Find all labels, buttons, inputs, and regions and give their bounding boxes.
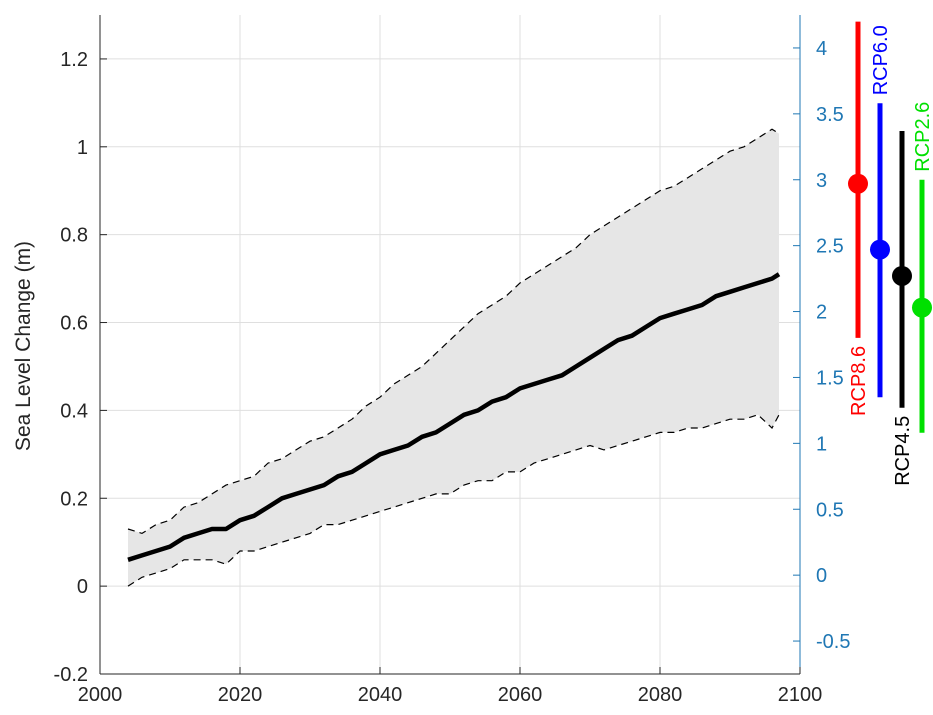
y2-tick-label: 0.5 [816, 499, 844, 521]
scenario-label-rcp8-6: RCP8.6 [848, 346, 870, 416]
x-tick-label: 2080 [638, 684, 683, 706]
y2-tick-label: 1.5 [816, 367, 844, 389]
x-tick-label: 2020 [218, 684, 263, 706]
y-tick-labels: -0.2 0 0.2 0.4 0.6 0.8 1 1.2 [54, 49, 88, 686]
scenario-bars: RCP8.6 RCP6.0 RCP4.5 RCP2.6 [848, 21, 933, 486]
y2-tick-label: -0.5 [816, 631, 850, 653]
y-tick-label: 1 [77, 137, 88, 159]
lower-bound-dashed-line [127, 414, 780, 587]
y2-tick-label: 2 [816, 302, 827, 324]
y-tick-label: 1.2 [60, 49, 88, 71]
y2-tick-label: 4 [816, 38, 827, 60]
y2-tick-label: 2.5 [816, 236, 844, 258]
y-tick-label: 0.4 [60, 400, 88, 422]
y2-tick-label: 1 [816, 433, 827, 455]
scenario-median-rcp2-6 [912, 297, 932, 318]
scenario-median-rcp8-6 [848, 173, 868, 194]
y2-tick-labels: -0.5 0 0.5 1 1.5 2 2.5 3 3.5 4 [816, 38, 850, 653]
y-tick-label: 0.6 [60, 313, 88, 335]
y-tick-label: 0 [77, 576, 88, 598]
scenario-label-rcp2-6: RCP2.6 [912, 102, 933, 172]
y-tick-label: 0.8 [60, 225, 88, 247]
scenario-label-rcp6-0: RCP6.0 [870, 25, 892, 95]
y-tick-label: -0.2 [54, 664, 88, 686]
x-tick-label: 2040 [358, 684, 403, 706]
axes [99, 15, 801, 675]
y-tick-label: 0.2 [60, 488, 88, 510]
uncertainty-band-area [128, 129, 779, 587]
median-line [127, 272, 781, 562]
x-tick-labels: 2000 2020 2040 2060 2080 2100 [78, 684, 823, 706]
x-tick-label: 2060 [498, 684, 543, 706]
y2-tick-label: 0 [816, 565, 827, 587]
uncertainty-band [128, 129, 779, 587]
series-lines [127, 128, 781, 587]
y2-tick-label: 3.5 [816, 104, 844, 126]
x-tick-label: 2000 [78, 684, 123, 706]
scenario-median-rcp6-0 [870, 239, 890, 260]
x-tick-label: 2100 [778, 684, 823, 706]
scenario-label-rcp4-5: RCP4.5 [892, 416, 914, 486]
upper-bound-dashed-line [127, 128, 780, 535]
y2-tick-label: 3 [816, 170, 827, 192]
scenario-median-rcp4-5 [892, 265, 912, 286]
y-axis-label: Sea Level Change (m) [12, 241, 35, 451]
